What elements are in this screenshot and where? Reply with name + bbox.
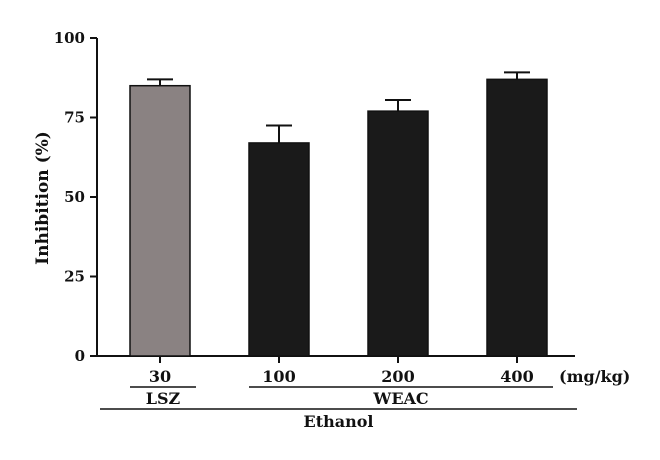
outer-group-label: Ethanol [304,412,374,431]
x-category-label: 100 [262,367,295,386]
x-category-label: 30 [149,367,171,386]
y-tick-label: 0 [75,347,85,365]
group-label: LSZ [146,389,181,408]
y-axis-label: Inhibition (%) [33,131,53,265]
bar [367,110,429,357]
x-unit-label: (mg/kg) [559,367,630,386]
x-category-label: 200 [381,367,414,386]
bar [486,78,548,357]
bar [129,84,191,357]
x-category-label: 400 [500,367,533,386]
y-tick-label: 100 [54,29,85,47]
y-tick-label: 50 [64,188,85,206]
group-label: WEAC [372,389,428,408]
plot-area: 0 25 50 75 100 30 100 200 400 LSZ WEAC Ethanol [54,29,577,431]
y-tick-label: 25 [64,268,85,286]
bar [248,142,310,357]
y-tick-label: 75 [64,109,85,127]
